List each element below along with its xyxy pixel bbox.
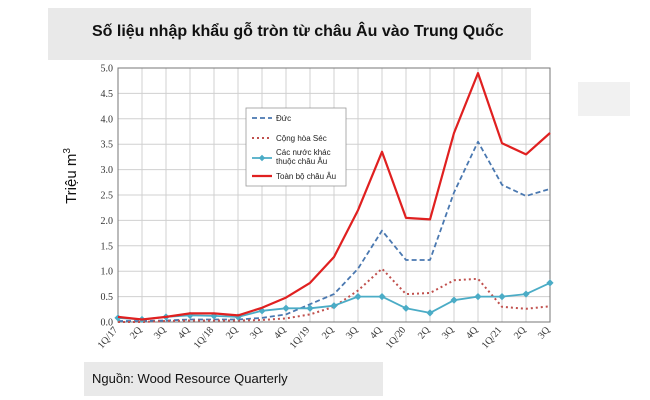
legend-label-0: Đức	[276, 114, 291, 123]
x-tick-label: 4Q	[464, 324, 481, 341]
chart-title: Số liệu nhập khẩu gỗ tròn từ châu Âu vào…	[92, 23, 504, 40]
x-tick-label: 4Q	[176, 324, 193, 341]
x-tick-label: 2Q	[512, 324, 529, 341]
y-tick-label: 2.0	[101, 216, 114, 227]
y-tick-label: 0.0	[101, 318, 114, 329]
series-line-3	[117, 71, 551, 321]
x-tick-label: 3Q	[440, 324, 457, 341]
series-marker-2	[354, 293, 362, 301]
series-marker-2	[522, 290, 530, 298]
x-tick-label: 4Q	[272, 324, 289, 341]
source-box: Nguồn: Wood Resource Quarterly	[84, 362, 383, 396]
series-marker-2	[498, 293, 506, 301]
x-tick-label: 2Q	[320, 324, 337, 341]
series-marker-2	[450, 296, 458, 304]
x-tick-label: 3Q	[152, 324, 169, 341]
plot-frame	[117, 67, 551, 323]
series-marker-2	[282, 304, 290, 312]
y-tick-label: 2.5	[101, 191, 114, 202]
y-tick-label: 5.0	[101, 64, 114, 75]
y-tick-label: 0.5	[101, 292, 114, 303]
title-box: Số liệu nhập khẩu gỗ tròn từ châu Âu vào…	[48, 8, 531, 60]
legend-label-2-line0: Các nước khác	[276, 148, 331, 157]
x-tick-label: 3Q	[344, 324, 361, 341]
series-marker-2	[546, 279, 554, 287]
x-tick-label: 1Q/19	[288, 325, 312, 351]
x-tick-label: 3Q	[248, 324, 265, 341]
series-marker-2	[474, 293, 482, 301]
x-tick-label: 2Q	[224, 324, 241, 341]
series-marker-2	[426, 309, 434, 317]
y-tick-label: 1.5	[101, 241, 114, 252]
legend-label-2-line1: thuộc châu Âu	[276, 157, 327, 166]
y-tick-label: 1.0	[101, 267, 114, 278]
legend-box	[245, 107, 347, 187]
source-note: Nguồn: Wood Resource Quarterly	[92, 371, 288, 386]
series-marker-2	[402, 304, 410, 312]
legend-marker-2	[258, 154, 266, 162]
series-marker-2	[330, 302, 338, 310]
series-marker-2	[378, 293, 386, 301]
x-tick-label: 1Q/17	[96, 325, 120, 351]
x-tick-label: 4Q	[368, 324, 385, 341]
series-marker-2	[306, 304, 314, 312]
x-tick-label: 1Q/18	[192, 325, 216, 351]
x-tick-label: 1Q/21	[480, 325, 504, 351]
x-tick-label: 2Q	[128, 324, 145, 341]
x-tick-label: 3Q	[536, 324, 553, 341]
legend-label-1: Cộng hòa Séc	[276, 134, 327, 143]
y-tick-label: 3.5	[101, 140, 114, 151]
y-tick-label: 4.0	[101, 114, 114, 125]
series-line-0	[118, 140, 551, 322]
y-tick-label: 3.0	[101, 165, 114, 176]
x-tick-label: 2Q	[416, 324, 433, 341]
legend-label-3: Toàn bộ châu Âu	[276, 172, 336, 181]
decorative-box	[578, 82, 630, 116]
y-tick-label: 4.5	[101, 89, 114, 100]
x-tick-label: 1Q/20	[384, 325, 408, 351]
series-marker-2	[234, 313, 242, 321]
